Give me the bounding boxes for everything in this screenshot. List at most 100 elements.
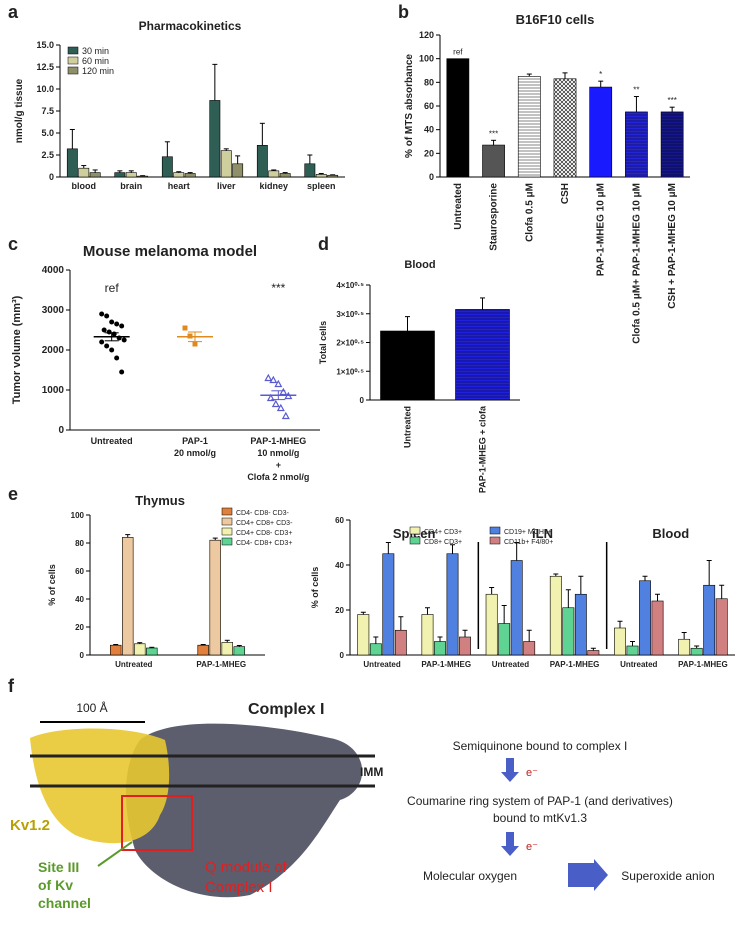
bar	[587, 650, 600, 656]
y-tick-label: 2×10⁰·⁵	[336, 339, 364, 348]
bar	[678, 638, 691, 656]
bar	[562, 607, 575, 656]
point	[109, 319, 115, 325]
point	[111, 331, 117, 337]
y-axis-label: Tumor volume (mm³)	[11, 295, 23, 404]
x-tick-label: PAP-1-MHEG	[421, 660, 471, 669]
x-tick-label: Untreated	[492, 660, 529, 669]
y-tick-label: 0	[360, 396, 365, 405]
point	[187, 333, 193, 339]
y-tick-label: 1000	[42, 385, 65, 396]
bar-pattern	[518, 76, 541, 177]
y-tick-label: 1×10⁰·⁵	[336, 367, 364, 376]
bar	[498, 623, 511, 656]
chart-title: Mouse melanoma model	[83, 243, 257, 260]
legend-swatch	[409, 536, 421, 545]
bar	[173, 172, 185, 178]
complex-label: Complex I	[248, 701, 324, 718]
y-tick-label: 40	[75, 595, 84, 604]
bar	[394, 629, 407, 656]
arrow	[501, 832, 519, 856]
q-label: Complex I	[205, 879, 273, 896]
point	[279, 387, 288, 396]
bar	[446, 553, 459, 656]
point	[266, 393, 275, 402]
x-tick-label: PAP-1-MHEG	[250, 436, 306, 446]
q-label: Q module of	[205, 859, 288, 876]
legend-swatch	[221, 517, 233, 526]
bar	[78, 167, 90, 178]
point	[106, 329, 112, 335]
legend-swatch	[67, 56, 79, 65]
point	[192, 341, 198, 347]
scale-label: 100 Å	[76, 700, 107, 715]
bar	[421, 614, 434, 656]
legend-swatch	[67, 66, 79, 75]
y-tick-label: 0	[80, 651, 85, 660]
point	[104, 313, 110, 319]
chart-title: B16F10 cells	[516, 12, 595, 27]
x-tick-label: Clofa 2 nmol/g	[247, 472, 309, 482]
point	[109, 347, 115, 353]
site-label: channel	[38, 895, 91, 911]
legend-swatch	[409, 526, 421, 535]
bar	[510, 560, 523, 656]
legend-swatch	[221, 537, 233, 546]
y-axis-label: nmol/g tissue	[14, 78, 25, 143]
legend-label: 120 min	[82, 66, 114, 76]
step: Semiquinone bound to complex I	[453, 739, 628, 753]
y-tick-label: 4×10⁰·⁵	[336, 281, 364, 290]
x-tick-label: Clofa 0.5 μM	[524, 183, 535, 242]
bar	[184, 173, 196, 178]
x-tick-label: Untreated	[403, 406, 413, 448]
x-tick-label: kidney	[259, 181, 288, 191]
bar	[715, 598, 728, 656]
point	[269, 375, 278, 384]
y-tick-label: 10.0	[36, 84, 54, 94]
point	[114, 355, 120, 361]
bar	[703, 584, 716, 656]
x-tick-label: Untreated	[91, 436, 133, 446]
y-tick-label: 3000	[42, 305, 65, 316]
x-tick-label: Untreated	[115, 660, 152, 669]
y-tick-label: 20	[75, 623, 84, 632]
y-tick-label: 0	[58, 425, 64, 436]
point	[119, 323, 125, 329]
x-tick-label: PAP-1-MHEG	[550, 660, 600, 669]
x-tick-label: Untreated	[363, 660, 400, 669]
y-axis-label: Total cells	[318, 321, 328, 364]
y-tick-label: 100	[71, 511, 85, 520]
y-tick-label: 3×10⁰·⁵	[336, 310, 364, 319]
bar	[66, 148, 78, 178]
panel-label: b	[398, 2, 409, 22]
bar-pattern	[553, 78, 577, 177]
bar	[549, 575, 562, 656]
bar	[197, 644, 209, 656]
point	[101, 327, 107, 333]
legend-label: CD11b+ F4/80+	[504, 539, 553, 546]
annotation: ref	[105, 281, 120, 295]
bar	[574, 593, 587, 656]
x-tick-label: Staurosporine	[489, 183, 500, 251]
legend-label: CD8+ CD3+	[424, 539, 462, 546]
bar	[523, 641, 536, 656]
chart-title: Pharmacokinetics	[139, 19, 242, 33]
bar	[220, 150, 232, 178]
y-tick-label: 60	[75, 567, 84, 576]
y-tick-label: 20	[424, 148, 434, 158]
bar	[304, 163, 316, 178]
bar	[209, 539, 221, 656]
x-tick-label: blood	[72, 181, 97, 191]
point	[99, 339, 105, 345]
chart-title: Thymus	[135, 493, 185, 508]
bar	[125, 172, 137, 178]
arrow	[501, 758, 519, 782]
step: bound to mtKv1.3	[493, 811, 587, 825]
bar	[369, 643, 382, 656]
bar	[89, 172, 101, 178]
x-tick-label: brain	[120, 181, 142, 191]
kv-label: Kv1.2	[10, 817, 50, 834]
legend-swatch	[221, 507, 233, 516]
y-tick-label: 2000	[42, 345, 65, 356]
